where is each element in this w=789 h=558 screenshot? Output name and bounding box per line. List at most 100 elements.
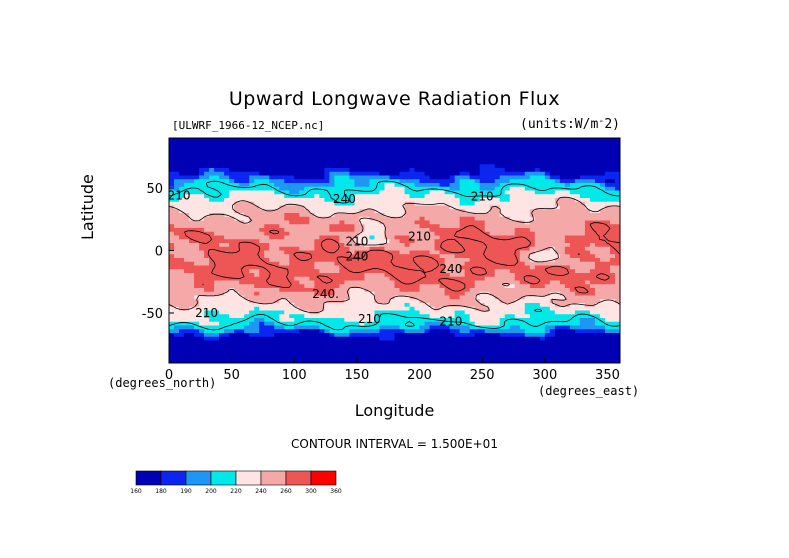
heatmap-cell: [354, 186, 360, 191]
heatmap-cell: [604, 171, 611, 176]
heatmap-cell: [314, 261, 320, 266]
heatmap-cell: [174, 209, 180, 214]
heatmap-cell: [499, 171, 506, 176]
heatmap-cell: [404, 179, 411, 184]
heatmap-cell: [204, 284, 210, 289]
heatmap-cell: [279, 164, 285, 169]
heatmap-cell: [589, 321, 596, 326]
heatmap-cell: [289, 179, 295, 184]
heatmap-cell: [484, 295, 491, 300]
heatmap-cell: [269, 194, 275, 199]
heatmap-cell: [304, 344, 310, 349]
heatmap-cell: [424, 153, 431, 158]
heatmap-cell: [444, 213, 451, 218]
heatmap-cell: [194, 183, 200, 188]
heatmap-cell: [224, 310, 230, 315]
heatmap-cell: [179, 201, 185, 206]
heatmap-cell: [379, 138, 385, 143]
heatmap-cell: [309, 145, 315, 150]
heatmap-cell: [369, 265, 375, 270]
heatmap-cell: [324, 141, 330, 146]
heatmap-cell: [534, 258, 541, 263]
heatmap-cell: [354, 340, 360, 345]
heatmap-cell: [254, 318, 260, 323]
heatmap-cell: [454, 198, 461, 203]
heatmap-cell: [334, 186, 340, 191]
heatmap-cell: [269, 243, 275, 248]
heatmap-cell: [334, 314, 340, 319]
heatmap-cell: [479, 295, 486, 300]
heatmap-cell: [454, 213, 461, 218]
heatmap-cell: [374, 303, 380, 308]
heatmap-cell: [374, 333, 380, 338]
heatmap-cell: [519, 314, 526, 319]
heatmap-cell: [494, 258, 501, 263]
heatmap-cell: [234, 265, 240, 270]
heatmap-cell: [304, 239, 310, 244]
chart-title: Upward Longwave Radiation Flux: [228, 88, 561, 110]
heatmap-cell: [259, 171, 265, 176]
heatmap-cell: [379, 318, 385, 323]
heatmap-cell: [439, 141, 446, 146]
heatmap-cell: [344, 220, 350, 225]
heatmap-cell: [254, 250, 260, 255]
heatmap-cell: [329, 220, 335, 225]
heatmap-cell: [379, 149, 385, 154]
heatmap-cell: [239, 231, 245, 236]
heatmap-cell: [569, 209, 576, 214]
heatmap-cell: [529, 235, 536, 240]
heatmap-cell: [249, 239, 255, 244]
heatmap-cell: [539, 250, 546, 255]
heatmap-cell: [509, 273, 516, 278]
heatmap-cell: [584, 310, 591, 315]
heatmap-cell: [239, 160, 245, 165]
heatmap-cell: [549, 198, 556, 203]
heatmap-cell: [184, 231, 190, 236]
heatmap-cell: [394, 265, 401, 270]
heatmap-cell: [409, 265, 416, 270]
heatmap-cell: [174, 145, 180, 150]
heatmap-cell: [559, 321, 566, 326]
heatmap-cell: [169, 235, 175, 240]
heatmap-cell: [299, 145, 305, 150]
heatmap-cell: [449, 141, 456, 146]
heatmap-cell: [249, 329, 255, 334]
heatmap-cell: [314, 141, 320, 146]
heatmap-cell: [339, 138, 345, 143]
heatmap-cell: [274, 141, 280, 146]
heatmap-cell: [169, 194, 175, 199]
heatmap-cell: [414, 273, 421, 278]
heatmap-cell: [459, 261, 466, 266]
heatmap-cell: [324, 156, 330, 161]
heatmap-cell: [504, 325, 511, 330]
heatmap-cell: [374, 261, 380, 266]
heatmap-cell: [279, 329, 285, 334]
heatmap-cell: [519, 228, 526, 233]
heatmap-cell: [464, 138, 471, 143]
heatmap-cell: [304, 261, 310, 266]
heatmap-cell: [354, 213, 360, 218]
heatmap-cell: [494, 156, 501, 161]
heatmap-cell: [194, 153, 200, 158]
heatmap-cell: [579, 321, 586, 326]
heatmap-cell: [319, 303, 325, 308]
heatmap-cell: [319, 269, 325, 274]
heatmap-cell: [269, 239, 275, 244]
heatmap-cell: [444, 340, 451, 345]
heatmap-cell: [424, 209, 431, 214]
heatmap-cell: [434, 321, 441, 326]
heatmap-cell: [339, 231, 345, 236]
heatmap-cell: [599, 183, 606, 188]
heatmap-cell: [274, 168, 280, 173]
heatmap-cell: [474, 205, 481, 210]
heatmap-cell: [609, 303, 616, 308]
heatmap-cell: [414, 318, 421, 323]
heatmap-cell: [289, 224, 295, 229]
heatmap-cell: [369, 239, 375, 244]
heatmap-cell: [534, 333, 541, 338]
heatmap-cell: [244, 235, 250, 240]
heatmap-cell: [249, 246, 255, 251]
heatmap-cell: [454, 160, 461, 165]
heatmap-cell: [404, 138, 411, 143]
heatmap-cell: [524, 325, 531, 330]
